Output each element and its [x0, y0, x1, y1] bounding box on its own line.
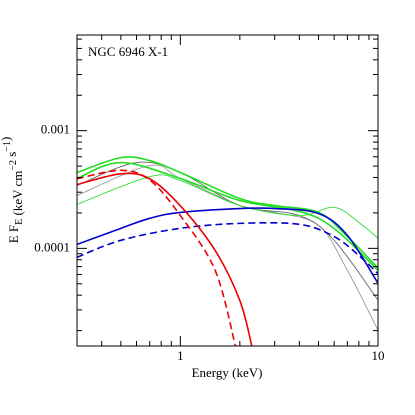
- curve: [77, 172, 253, 346]
- chart-title: NGC 6946 X-1: [88, 44, 168, 59]
- y-axis-label-part: −2: [8, 160, 19, 171]
- curve: [77, 164, 378, 331]
- x-tick-label: 10: [372, 348, 385, 363]
- y-axis-label-part: −1: [2, 141, 13, 152]
- curve: [77, 174, 378, 239]
- y-tick-label: 0.001: [41, 122, 70, 137]
- y-tick-label: 0.0001: [34, 239, 70, 254]
- y-axis-label-part: s: [4, 152, 19, 160]
- curve: [77, 161, 378, 301]
- curve: [77, 156, 378, 269]
- y-axis-label-part: (keV cm: [10, 171, 25, 219]
- y-axis-label-part: E: [14, 219, 25, 225]
- y-axis-label: E FE (keV cm−2 s−1): [0, 137, 25, 244]
- curve: [77, 169, 237, 346]
- x-axis-label: Energy (keV): [192, 365, 263, 380]
- plot-frame: [76, 34, 379, 347]
- curve: [77, 207, 378, 284]
- curve: [77, 161, 378, 271]
- y-axis-label-part: E F: [6, 225, 21, 243]
- y-axis-label-part: ): [0, 137, 13, 141]
- plot-area: [77, 156, 378, 346]
- x-tick-label: 1: [177, 348, 184, 363]
- curve: [77, 221, 378, 275]
